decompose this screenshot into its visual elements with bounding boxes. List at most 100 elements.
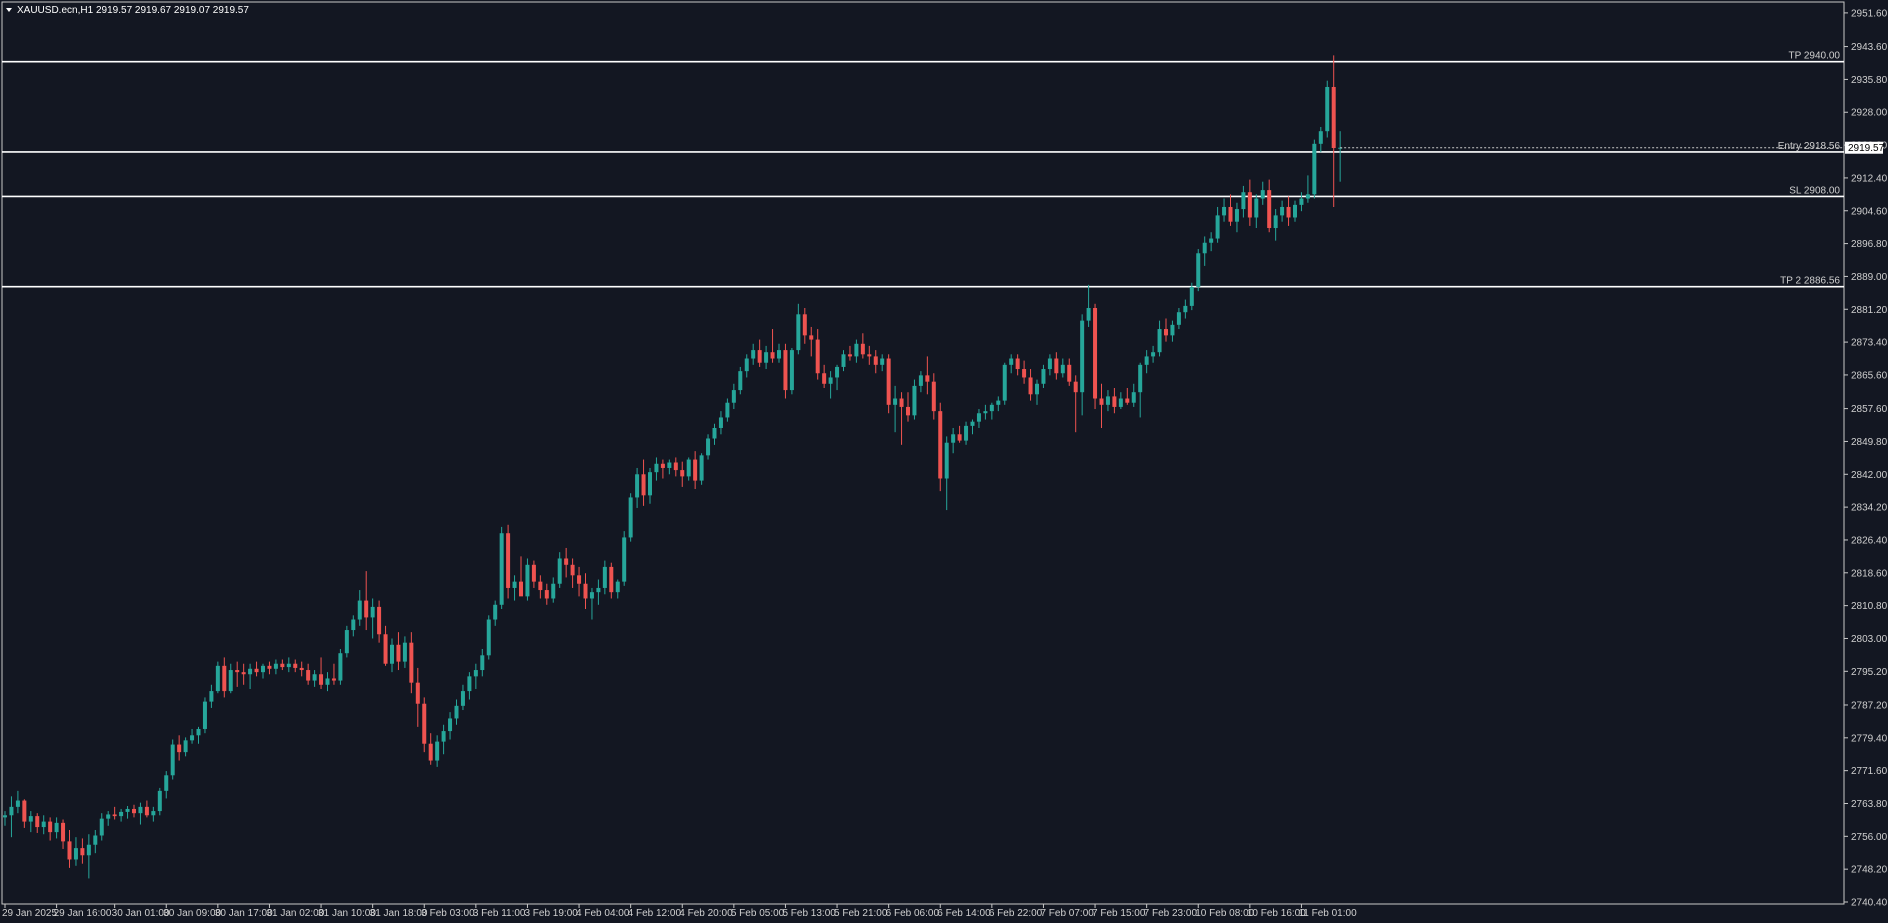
bearish-candle (564, 558, 569, 565)
bearish-candle (660, 463, 665, 468)
bullish-candle (164, 775, 169, 791)
bullish-candle (1299, 198, 1304, 205)
time-tick-label: 6 Feb 14:00 (937, 908, 991, 919)
bullish-candle (261, 665, 265, 673)
candles-layer (3, 55, 1343, 879)
bullish-candle (196, 728, 201, 736)
dropdown-triangle-icon[interactable] (6, 8, 12, 12)
bullish-candle (964, 425, 969, 441)
bearish-candle (132, 808, 136, 814)
bullish-candle (190, 735, 195, 741)
bullish-candle (718, 417, 723, 428)
bullish-candle (789, 350, 794, 391)
bearish-candle (112, 814, 117, 817)
bullish-candle (996, 400, 1001, 405)
bullish-candle (1293, 204, 1297, 218)
price-axis[interactable]: 2951.602943.602935.802928.002920.202912.… (1340, 8, 1888, 909)
bullish-candle (138, 806, 143, 814)
price-tick-label: 2756.00 (1851, 832, 1888, 843)
bearish-candle (1267, 190, 1272, 229)
bullish-candle (215, 665, 220, 692)
bullish-candle (1189, 286, 1194, 306)
price-tick-label: 2935.80 (1851, 75, 1888, 86)
bullish-candle (1170, 324, 1175, 336)
price-tick-label: 2748.20 (1851, 865, 1888, 876)
price-tick-label: 2889.00 (1851, 272, 1888, 283)
bearish-candle (544, 590, 549, 599)
bullish-candle (1280, 206, 1285, 216)
bullish-candle (1202, 242, 1207, 254)
bearish-candle (570, 564, 575, 576)
time-tick-label: 30 Jan 17:00 (215, 908, 273, 919)
time-tick-label: 30 Jan 01:00 (112, 908, 170, 919)
bullish-candle (596, 587, 601, 593)
bearish-candle (531, 564, 536, 582)
price-tick-label: 2842.00 (1851, 470, 1888, 481)
bullish-candle (460, 691, 465, 706)
bullish-candle (551, 583, 556, 599)
time-tick-label: 31 Jan 02:00 (266, 908, 324, 919)
bullish-candle (157, 790, 162, 812)
bullish-candle (119, 811, 124, 817)
bearish-candle (1125, 398, 1130, 403)
bearish-candle (802, 314, 807, 336)
time-tick-label: 3 Feb 03:00 (421, 908, 475, 919)
bullish-candle (951, 434, 956, 443)
bearish-candle (35, 816, 40, 828)
price-tick-label: 2881.20 (1851, 305, 1888, 316)
bullish-candle (248, 668, 253, 675)
bearish-candle (280, 663, 285, 668)
time-tick-label: 4 Feb 20:00 (679, 908, 733, 919)
bullish-candle (1131, 392, 1136, 403)
bullish-candle (654, 463, 659, 473)
bullish-candle (1305, 194, 1310, 199)
bearish-candle (860, 343, 865, 355)
bullish-candle (1209, 238, 1214, 243)
bullish-candle (1176, 312, 1181, 325)
bullish-candle (28, 816, 33, 822)
bullish-candle (1118, 398, 1123, 407)
bullish-candle (918, 375, 923, 386)
price-level-label: TP 2940.00 (1788, 51, 1840, 62)
bearish-candle (415, 682, 420, 704)
bearish-candle (809, 335, 814, 340)
price-tick-label: 2951.60 (1851, 8, 1888, 19)
bullish-candle (99, 818, 104, 836)
bullish-candle (1241, 192, 1246, 210)
price-level-label: SL 2908.00 (1789, 185, 1840, 196)
bullish-candle (983, 411, 988, 414)
time-tick-label: 4 Feb 12:00 (628, 908, 682, 919)
bullish-candle (944, 442, 949, 479)
bearish-candle (757, 350, 762, 363)
bullish-candle (86, 844, 91, 856)
time-tick-label: 7 Feb 07:00 (1040, 908, 1094, 919)
bearish-candle (22, 800, 27, 822)
time-tick-label: 5 Feb 13:00 (782, 908, 836, 919)
time-tick-label: 29 Jan 2025 (2, 908, 57, 919)
current-price-box (1845, 141, 1883, 154)
bullish-candle (1041, 369, 1046, 384)
bullish-candle (970, 421, 975, 426)
price-level-label: TP 2 2886.56 (1780, 276, 1840, 287)
bullish-candle (738, 371, 743, 391)
bearish-candle (383, 634, 388, 664)
bearish-candle (422, 703, 427, 744)
current-price-label: 2919.57 (1848, 143, 1885, 154)
bullish-candle (1325, 86, 1330, 132)
bearish-candle (254, 668, 259, 673)
bullish-candle (357, 600, 362, 620)
price-tick-label: 2740.40 (1851, 898, 1888, 909)
bearish-candle (1286, 206, 1291, 218)
bullish-candle (1254, 198, 1259, 218)
bearish-candle (48, 821, 53, 833)
bullish-candle (854, 343, 859, 357)
bullish-candle (622, 537, 627, 582)
bullish-candle (473, 670, 478, 677)
bullish-candle (370, 606, 375, 618)
bullish-candle (1002, 364, 1007, 401)
bearish-candle (177, 744, 182, 753)
bullish-candle (286, 663, 291, 668)
